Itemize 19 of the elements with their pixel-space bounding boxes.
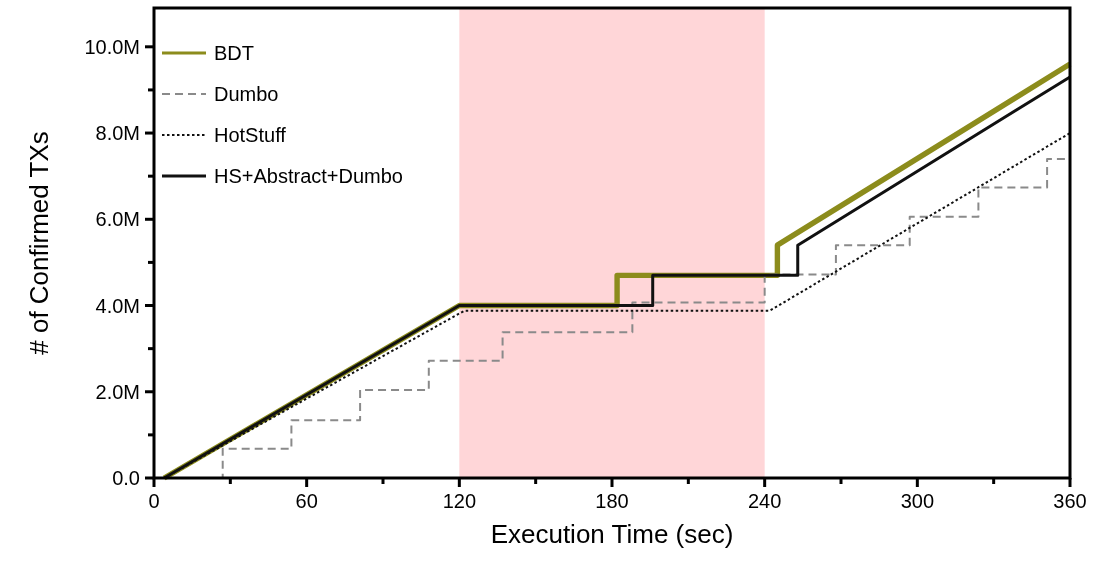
x-tick-label: 360	[1053, 490, 1087, 512]
x-tick-label: 120	[442, 490, 477, 512]
y-tick-label: 2.0M	[95, 380, 140, 403]
y-tick-label: 6.0M	[95, 208, 140, 231]
x-tick-label: 180	[595, 490, 629, 512]
legend-label: HS+Abstract+Dumbo	[214, 165, 403, 187]
legend-label: BDT	[214, 42, 254, 64]
legend-label: Dumbo	[214, 83, 279, 105]
y-tick-label: 8.0M	[95, 122, 140, 145]
legend-label: HotStuff	[214, 124, 287, 146]
y-axis-title: # of Confirmed TXs	[24, 131, 54, 355]
x-axis-title: Execution Time (sec)	[490, 519, 734, 549]
y-tick-label: 0.0	[112, 467, 140, 489]
x-tick-label: 240	[747, 490, 782, 512]
x-tick-label: 60	[295, 490, 318, 512]
x-tick-label: 0	[148, 490, 160, 512]
y-tick-label: 4.0M	[95, 294, 140, 317]
x-tick-label: 300	[900, 490, 935, 512]
y-tick-label: 10.0M	[84, 35, 140, 58]
